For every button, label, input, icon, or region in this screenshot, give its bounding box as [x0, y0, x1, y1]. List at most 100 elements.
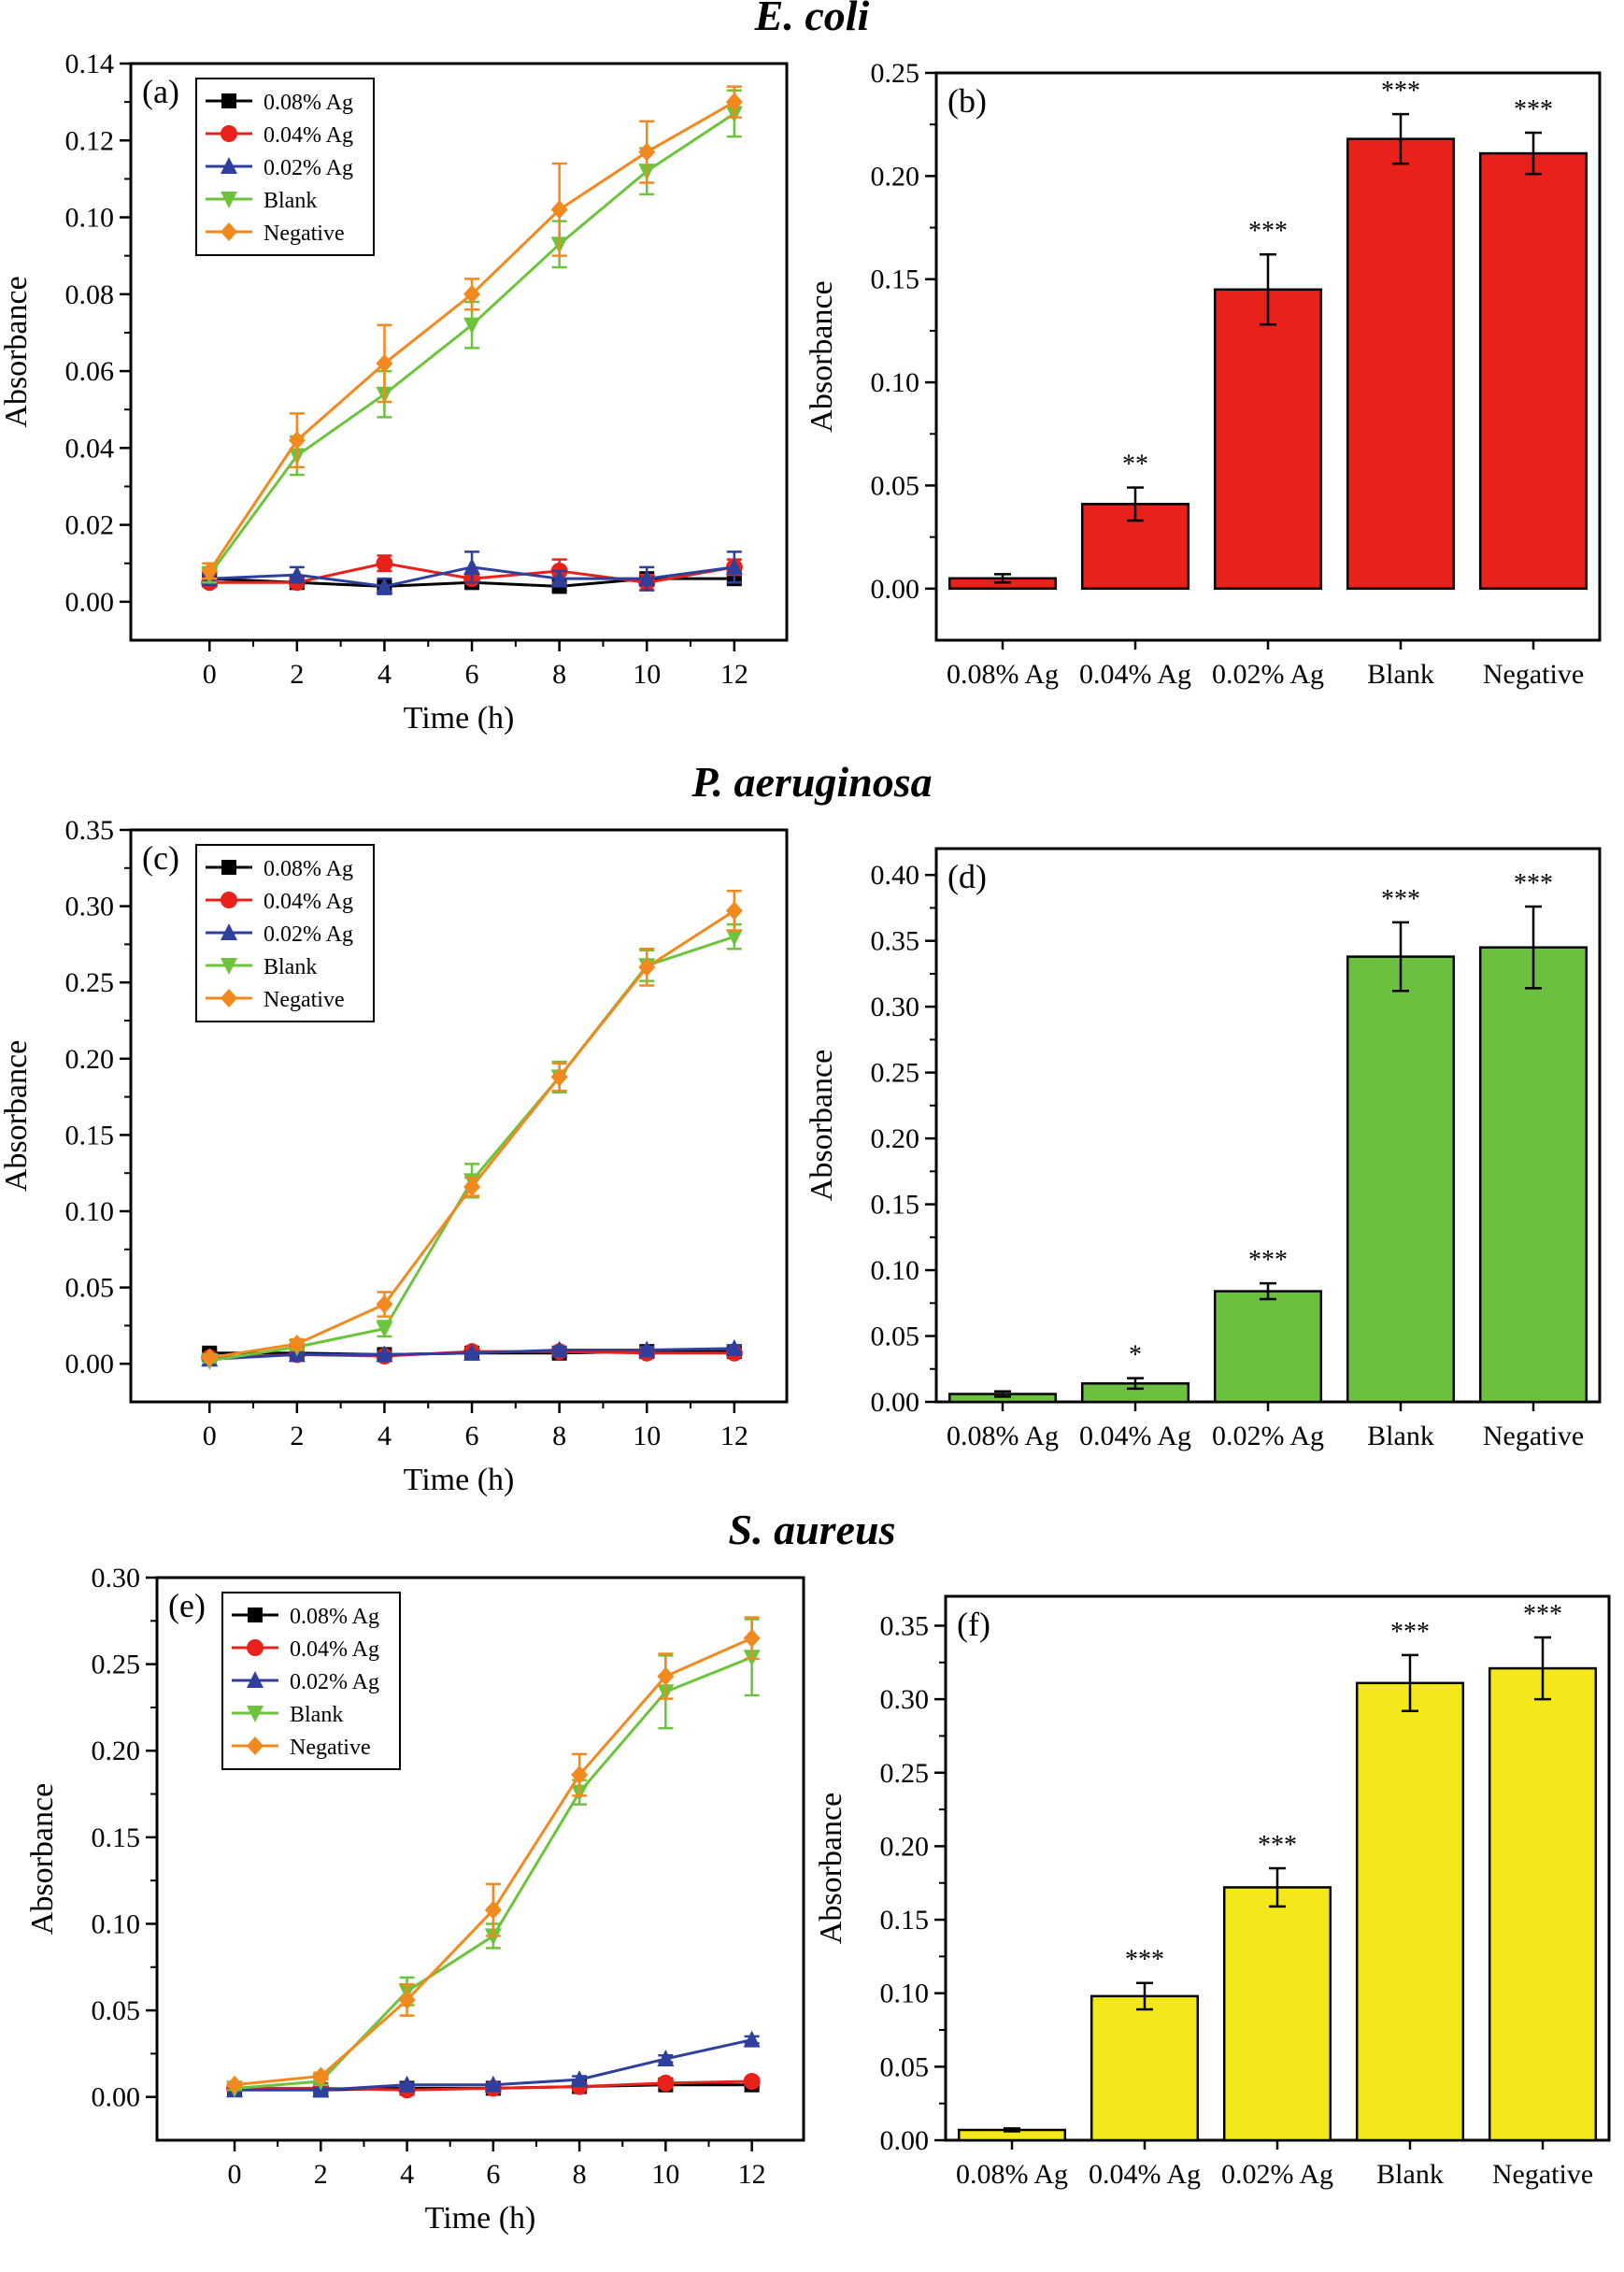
legend-marker — [221, 860, 236, 875]
panel-label: (f) — [957, 1606, 990, 1643]
y-tick-label: 0.15 — [871, 1190, 920, 1221]
y-tick-label: 0.14 — [65, 49, 115, 79]
data-point-negative — [376, 1294, 393, 1314]
data-point-0-02-ag — [484, 2075, 502, 2093]
x-tick-label: 0.08% Ag — [947, 659, 1059, 690]
x-tick-label: 10 — [651, 2159, 679, 2190]
x-tick-label: 8 — [552, 1421, 566, 1451]
x-tick-label: 12 — [720, 659, 748, 690]
legend-label: 0.08% Ag — [264, 91, 353, 115]
y-axis-label: Absorbance — [0, 276, 34, 427]
data-point-0-02-ag — [376, 577, 393, 594]
y-tick-label: 0.15 — [65, 1120, 115, 1150]
data-point-blank — [725, 929, 743, 947]
y-tick-label: 0.12 — [65, 125, 115, 156]
x-tick-label: Blank — [1367, 1421, 1434, 1451]
x-tick-label: 8 — [552, 659, 566, 690]
y-tick-label: 0.35 — [880, 1610, 930, 1641]
y-tick-label: 0.05 — [92, 1995, 141, 2026]
x-tick-label: 0.02% Ag — [1221, 2159, 1333, 2190]
bar — [1222, 1886, 1332, 2142]
data-point-0-02-ag — [571, 2070, 589, 2088]
data-point-negative — [571, 1765, 589, 1785]
significance-marker: *** — [1390, 1618, 1430, 1647]
section-title-paeruginosa: P. aeruginosa — [691, 758, 932, 806]
x-tick-label: 8 — [573, 2159, 587, 2190]
data-point-negative — [376, 353, 393, 373]
data-point-negative — [484, 1900, 502, 1920]
legend-label: Blank — [264, 189, 317, 213]
x-tick-label: 6 — [465, 659, 479, 690]
y-tick-label: 0.15 — [92, 1822, 141, 1853]
y-tick-label: 0.15 — [880, 1905, 930, 1936]
data-point-negative — [201, 561, 219, 580]
legend-marker — [221, 192, 237, 208]
y-tick-label: 0.25 — [65, 967, 115, 998]
data-point-0-02-ag — [550, 569, 568, 587]
legend-label: 0.02% Ag — [264, 156, 353, 180]
bar — [1213, 288, 1323, 591]
significance-marker: *** — [1523, 1600, 1562, 1629]
x-tick-label: 0.04% Ag — [1079, 659, 1191, 690]
data-point-0-02-ag — [376, 1345, 393, 1363]
legend-label: Negative — [264, 988, 345, 1012]
legend-label: 0.08% Ag — [264, 857, 353, 881]
panel-f-bar-chart: 0.00 0.05 0.10 0.15 0.20 0.25 0.30 0.35 0.08% Ag… — [814, 1594, 1611, 2190]
data-point-negative — [398, 1990, 416, 2009]
panel-c-line-chart: 0 2 4 6 8 10 12 0.00 0.05 0.10 0.15 0.20 0.25 0.30 0.3… — [0, 815, 789, 1497]
legend-marker — [221, 958, 237, 975]
legend-label: 0.04% Ag — [290, 1637, 379, 1662]
y-tick-label: 0.35 — [871, 926, 920, 957]
data-point-negative — [226, 2075, 244, 2094]
x-axis-label: Time (h) — [404, 701, 515, 736]
y-tick-label: 0.10 — [65, 1196, 115, 1227]
y-tick-label: 0.30 — [92, 1563, 141, 1593]
y-tick-label: 0.05 — [871, 1322, 920, 1352]
legend-marker — [247, 1706, 264, 1722]
y-tick-label: 0.20 — [871, 1123, 920, 1154]
x-tick-label: Blank — [1367, 659, 1434, 690]
legend-label: 0.04% Ag — [264, 123, 353, 148]
y-tick-label: 0.20 — [871, 161, 920, 192]
section-title-saureus: S. aureus — [729, 1506, 896, 1553]
significance-marker: *** — [1381, 77, 1420, 106]
data-point-0-02-ag — [725, 557, 743, 575]
data-point-0-02-ag — [638, 569, 656, 587]
x-tick-label: 10 — [633, 659, 661, 690]
legend-label: 0.04% Ag — [264, 890, 353, 914]
x-tick-label: 0 — [203, 659, 217, 690]
x-tick-label: Negative — [1483, 1421, 1584, 1451]
data-point-0-02-ag — [398, 2075, 416, 2093]
x-tick-label: 6 — [465, 1421, 479, 1451]
legend-marker — [221, 923, 237, 940]
data-point-0-02-ag — [550, 1340, 568, 1358]
x-tick-label: 4 — [400, 2159, 414, 2190]
x-axis-label: Time (h) — [404, 1463, 515, 1497]
x-tick-label: 0.04% Ag — [1079, 1421, 1191, 1451]
y-tick-label: 0.15 — [871, 264, 920, 295]
panel-label: (c) — [142, 839, 179, 877]
legend-label: Negative — [290, 1736, 371, 1760]
data-point-negative — [201, 1348, 219, 1367]
data-point-negative — [463, 1177, 481, 1196]
x-tick-label: 2 — [314, 2159, 328, 2190]
data-point-0-02-ag — [638, 1340, 656, 1358]
significance-marker: *** — [1258, 1831, 1297, 1860]
legend-marker — [221, 157, 237, 174]
x-tick-label: 12 — [720, 1421, 748, 1451]
y-axis-label: Absorbance — [814, 1793, 848, 1944]
x-tick-label: 0 — [203, 1421, 217, 1451]
panel-label: (b) — [947, 82, 987, 120]
data-point-negative — [743, 1628, 761, 1648]
panel-b-bar-chart: 0.00 0.05 0.10 0.15 0.20 0.25 0.08% Ag 0.04% Ag… — [805, 58, 1602, 690]
data-point-0-04-ag — [743, 2073, 761, 2091]
data-point-0-02-ag — [463, 1343, 481, 1361]
significance-marker: *** — [1514, 869, 1553, 898]
plot-frame — [129, 62, 789, 642]
y-tick-label: 0.05 — [871, 470, 920, 501]
x-tick-label: 0.02% Ag — [1212, 1421, 1324, 1451]
panel-a-line-chart: 0 2 4 6 8 10 12 0.00 0.02 0.04 0.06 0.08 0.10 0.12 0.1… — [0, 49, 789, 736]
legend-label: Negative — [264, 221, 345, 246]
significance-marker: ** — [1122, 450, 1148, 479]
